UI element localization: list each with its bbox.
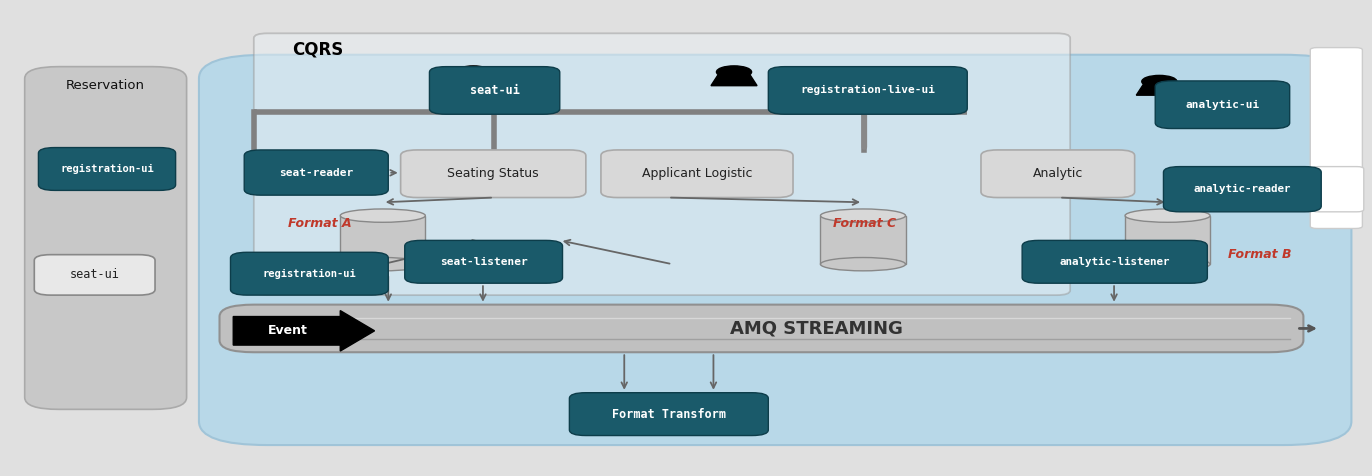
Ellipse shape [820, 258, 906, 271]
FancyBboxPatch shape [429, 67, 560, 114]
Text: Format C: Format C [833, 217, 896, 230]
FancyBboxPatch shape [254, 33, 1070, 295]
FancyBboxPatch shape [244, 150, 388, 195]
FancyBboxPatch shape [1022, 240, 1207, 283]
FancyBboxPatch shape [38, 148, 176, 190]
Circle shape [716, 66, 752, 78]
Text: analytic-listener: analytic-listener [1059, 257, 1170, 267]
Text: Format Transform: Format Transform [612, 407, 726, 421]
Circle shape [456, 66, 491, 78]
Text: Format B: Format B [1228, 248, 1291, 261]
FancyBboxPatch shape [199, 55, 1351, 445]
Text: seat-listener: seat-listener [440, 257, 527, 267]
Ellipse shape [820, 209, 906, 222]
Circle shape [1142, 75, 1177, 88]
FancyBboxPatch shape [220, 305, 1303, 352]
Bar [340, 216, 425, 264]
FancyBboxPatch shape [25, 67, 187, 409]
Bar [1125, 216, 1210, 264]
FancyArrow shape [233, 311, 375, 351]
FancyBboxPatch shape [569, 393, 768, 436]
Text: seat-ui: seat-ui [469, 84, 520, 97]
Text: seat-reader: seat-reader [279, 168, 354, 178]
Ellipse shape [340, 258, 425, 271]
FancyBboxPatch shape [1310, 48, 1362, 228]
Bar [820, 216, 906, 264]
Ellipse shape [1125, 258, 1210, 271]
FancyBboxPatch shape [401, 150, 586, 198]
FancyBboxPatch shape [34, 255, 155, 295]
Text: CQRS: CQRS [292, 41, 343, 59]
Text: Format A: Format A [288, 217, 351, 230]
Text: Applicant Logistic: Applicant Logistic [642, 167, 752, 180]
Text: Seating Status: Seating Status [447, 167, 539, 180]
Ellipse shape [1125, 209, 1210, 222]
Text: registration-ui: registration-ui [60, 164, 154, 174]
FancyBboxPatch shape [768, 67, 967, 114]
FancyBboxPatch shape [601, 150, 793, 198]
Text: Event: Event [268, 324, 307, 337]
Text: AMQ STREAMING: AMQ STREAMING [730, 319, 903, 337]
Polygon shape [450, 74, 497, 86]
FancyBboxPatch shape [981, 150, 1135, 198]
FancyBboxPatch shape [230, 252, 388, 295]
Text: seat-ui: seat-ui [70, 268, 119, 281]
Text: Reservation: Reservation [66, 79, 145, 92]
Text: analytic-ui: analytic-ui [1185, 99, 1259, 110]
FancyBboxPatch shape [405, 240, 563, 283]
Text: registration-live-ui: registration-live-ui [800, 85, 936, 96]
FancyBboxPatch shape [1163, 167, 1321, 212]
Ellipse shape [340, 209, 425, 222]
Polygon shape [711, 74, 757, 86]
Polygon shape [1136, 83, 1183, 95]
Text: Analytic: Analytic [1033, 167, 1083, 180]
FancyBboxPatch shape [1312, 167, 1364, 212]
Text: registration-ui: registration-ui [262, 268, 357, 279]
Text: analytic-reader: analytic-reader [1194, 184, 1291, 194]
FancyBboxPatch shape [1155, 81, 1290, 129]
